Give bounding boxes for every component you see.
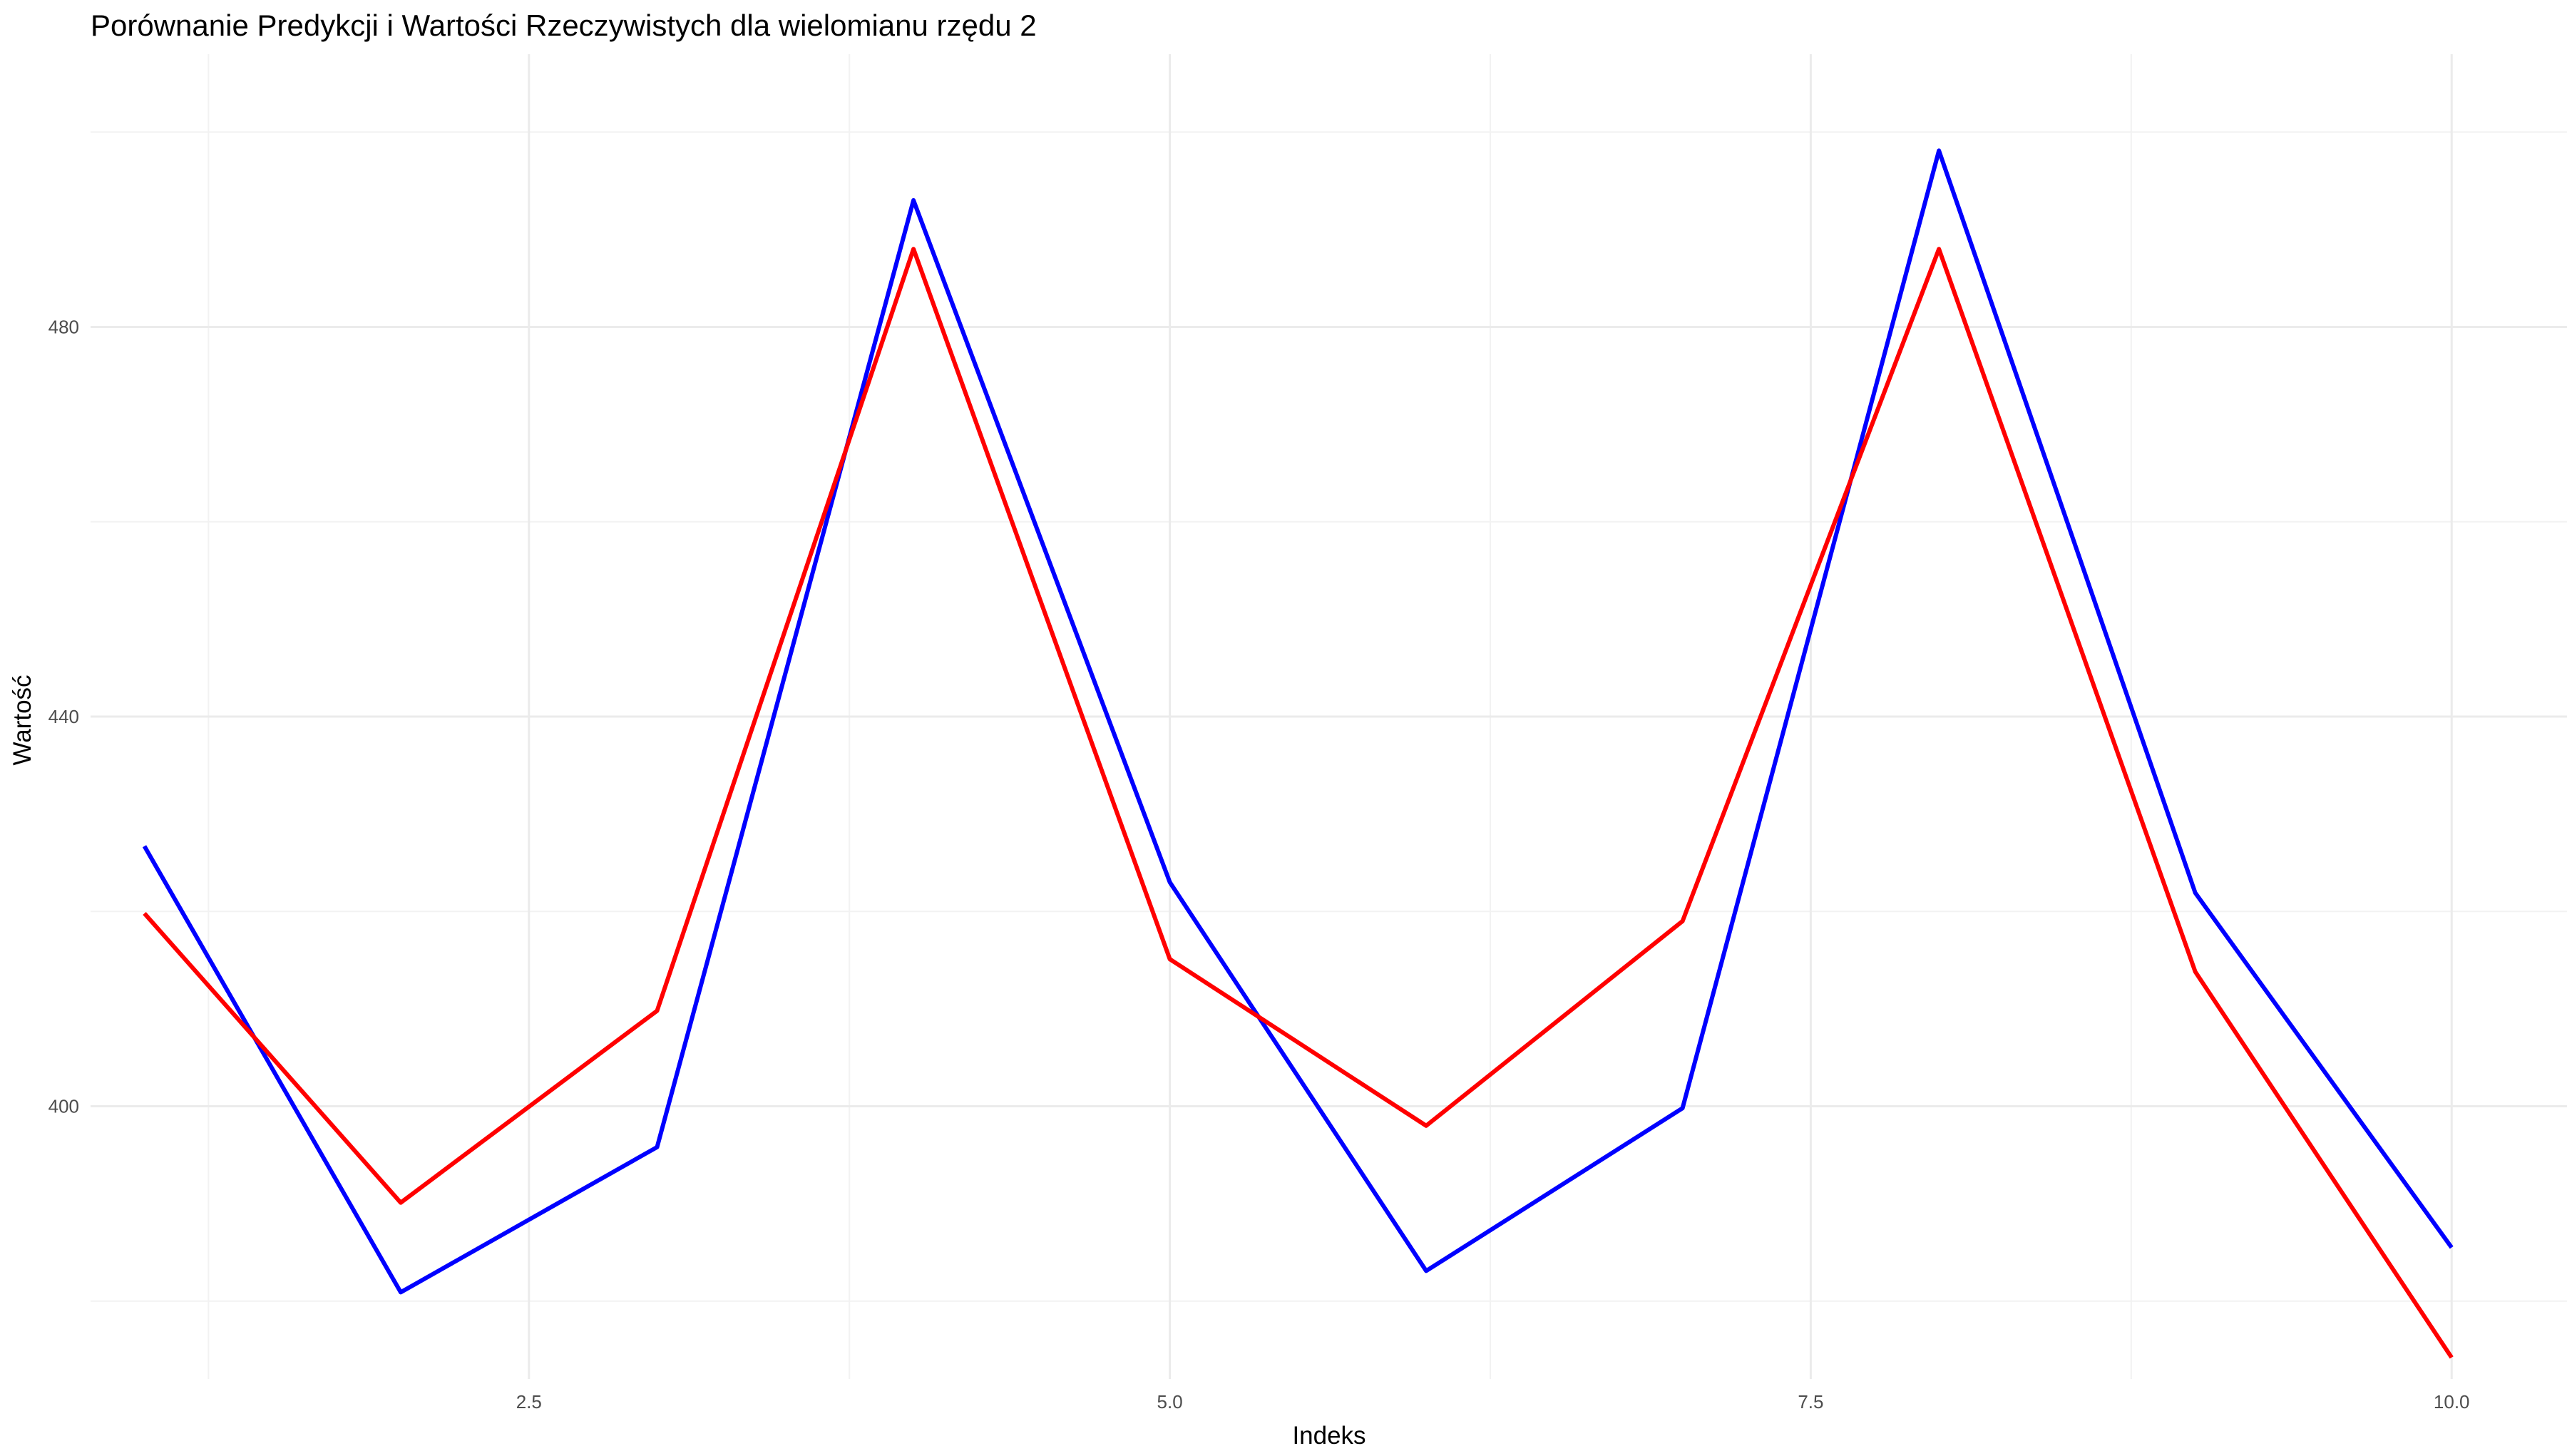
series-line-red	[143, 247, 2454, 1359]
minor-gridlines	[91, 54, 2567, 1379]
y-tick-label: 480	[48, 317, 79, 338]
x-axis-title: Indeks	[1292, 1422, 1366, 1450]
y-axis-tick-labels: 400 440 480	[48, 317, 79, 1117]
chart-title: Porównanie Predykcji i Wartości Rzeczywi…	[91, 9, 1037, 42]
series-lines	[142, 148, 2454, 1359]
y-tick-label: 440	[48, 706, 79, 727]
x-tick-label: 7.5	[1798, 1391, 1823, 1413]
major-gridlines	[91, 54, 2567, 1379]
x-axis-tick-labels: 2.5 5.0 7.5 10.0	[516, 1391, 2470, 1413]
x-tick-label: 10.0	[2434, 1391, 2470, 1413]
y-axis-title: Wartość	[9, 675, 36, 765]
x-tick-label: 5.0	[1157, 1391, 1183, 1413]
x-tick-label: 2.5	[516, 1391, 542, 1413]
series-line-blue	[142, 148, 2454, 1295]
y-tick-label: 400	[48, 1095, 79, 1117]
